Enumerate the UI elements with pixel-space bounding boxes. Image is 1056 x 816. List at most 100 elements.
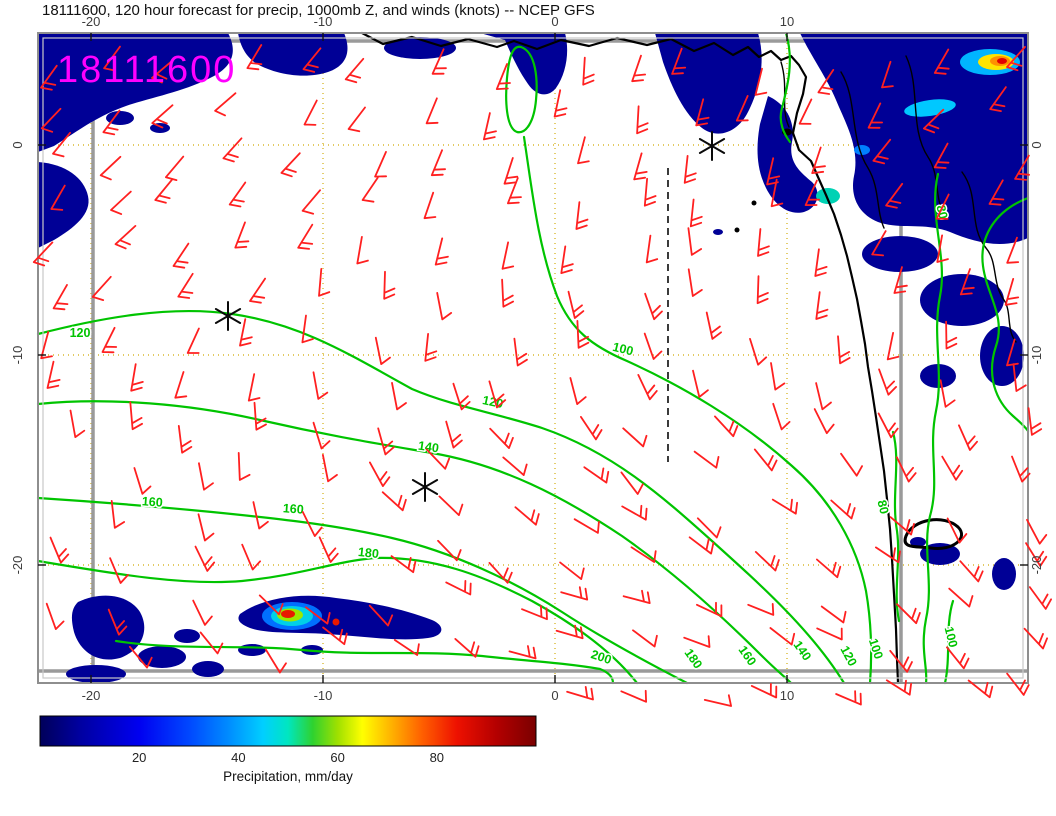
wind-barb <box>151 104 174 129</box>
wind-barb <box>936 234 949 263</box>
height-contour-80-coastal <box>891 430 901 623</box>
river-line <box>905 55 945 215</box>
contour-label: 80 <box>874 499 891 516</box>
plot-frame-outer <box>37 32 1029 684</box>
precip-moderate-core <box>904 99 956 117</box>
wind-barb <box>431 48 447 75</box>
wind-barb <box>1006 46 1026 72</box>
wind-barb <box>514 506 540 526</box>
wind-barb <box>40 64 58 91</box>
wind-barb <box>301 189 321 215</box>
wind-barb <box>241 543 261 571</box>
height-contours-layer <box>36 31 1030 685</box>
wind-barb <box>958 424 978 451</box>
wind-barb <box>1025 542 1048 567</box>
y-axis-tick-label-right: -10 <box>1029 346 1044 365</box>
wind-barb <box>1006 672 1030 696</box>
wind-barb <box>318 268 331 297</box>
height-contour-inland <box>981 196 1030 433</box>
precip-heavy-core <box>997 58 1007 64</box>
wind-barb <box>923 108 945 134</box>
precip-moderate-core <box>854 145 870 155</box>
wind-barb <box>430 149 446 177</box>
contour-label: 140 <box>791 638 814 663</box>
precipitation-layer <box>38 33 1028 683</box>
wind-barb <box>344 57 365 84</box>
wind-barb <box>886 332 900 361</box>
wind-barb <box>110 500 125 529</box>
wind-barb <box>237 452 251 481</box>
precip-area <box>713 229 723 235</box>
precip-area <box>66 665 126 683</box>
wind-barb <box>705 311 722 340</box>
wind-barb <box>816 558 842 579</box>
wind-barb <box>303 99 318 126</box>
wind-barb <box>507 177 522 205</box>
wind-barb <box>583 466 610 484</box>
wind-barb <box>620 689 647 703</box>
contour-label: 100 <box>866 637 886 661</box>
wind-barb <box>637 374 658 401</box>
precip-heavy-core <box>281 610 295 618</box>
wind-barb <box>521 605 548 621</box>
wind-barb <box>495 63 511 90</box>
contour-label: 200 <box>589 647 613 667</box>
height-contour-120 <box>36 309 846 685</box>
contour-label: 180 <box>357 545 379 561</box>
precip-area <box>920 274 1004 326</box>
wind-barb <box>948 587 974 608</box>
wind-barb <box>569 377 587 405</box>
colorbar-caption: Precipitation, mm/day <box>223 769 353 784</box>
wind-barb <box>754 67 768 96</box>
y-axis-tick-label-left: -20 <box>10 556 25 575</box>
height-contour-200 <box>114 639 615 685</box>
precip-area <box>192 661 224 677</box>
wind-barb <box>381 491 407 512</box>
colorbar-tick-label: 20 <box>132 750 146 765</box>
wind-barb <box>714 415 739 438</box>
x-axis-tick-label-bottom: -20 <box>82 688 101 703</box>
wind-barb <box>513 337 528 367</box>
wind-barb <box>374 336 391 365</box>
wind-barb <box>580 416 603 441</box>
wind-barb <box>129 401 143 431</box>
wind-barb <box>247 373 261 402</box>
wind-barb <box>1011 455 1031 483</box>
wind-barb <box>683 155 697 184</box>
wind-barb <box>454 638 480 658</box>
wind-barb <box>933 142 950 169</box>
wind-barb <box>177 272 194 299</box>
wind-barb <box>811 146 826 174</box>
precip-area <box>757 96 818 213</box>
africa-coastline <box>360 31 900 685</box>
wind-barb <box>749 338 768 366</box>
wind-barb <box>988 179 1005 206</box>
wind-barb <box>816 627 843 641</box>
wind-barb <box>488 562 513 584</box>
wind-barb <box>813 408 835 435</box>
wind-barb <box>489 427 514 449</box>
wind-barb <box>445 580 472 596</box>
wind-barb <box>814 248 828 277</box>
wind-barb <box>322 626 348 646</box>
wind-barb <box>881 60 894 89</box>
wind-barb <box>1004 278 1020 306</box>
figure-title: 18111600, 120 hour forecast for precip, … <box>42 2 595 19</box>
x-axis-tick-label-top: -20 <box>82 14 101 29</box>
wind-barb <box>703 694 732 707</box>
wind-barb <box>820 605 847 624</box>
timestamp-stamp: 18111600 <box>57 49 236 91</box>
wind-barb <box>488 380 507 409</box>
wind-barb <box>49 536 70 564</box>
wind-barb <box>756 275 769 305</box>
wind-barb <box>683 635 711 648</box>
colorbar-tick-label: 80 <box>430 750 444 765</box>
wind-barb <box>687 268 703 297</box>
wind-barb <box>830 499 856 520</box>
asterisk-marker <box>411 479 439 495</box>
wind-barb <box>102 109 121 136</box>
wind-barb <box>393 639 420 656</box>
